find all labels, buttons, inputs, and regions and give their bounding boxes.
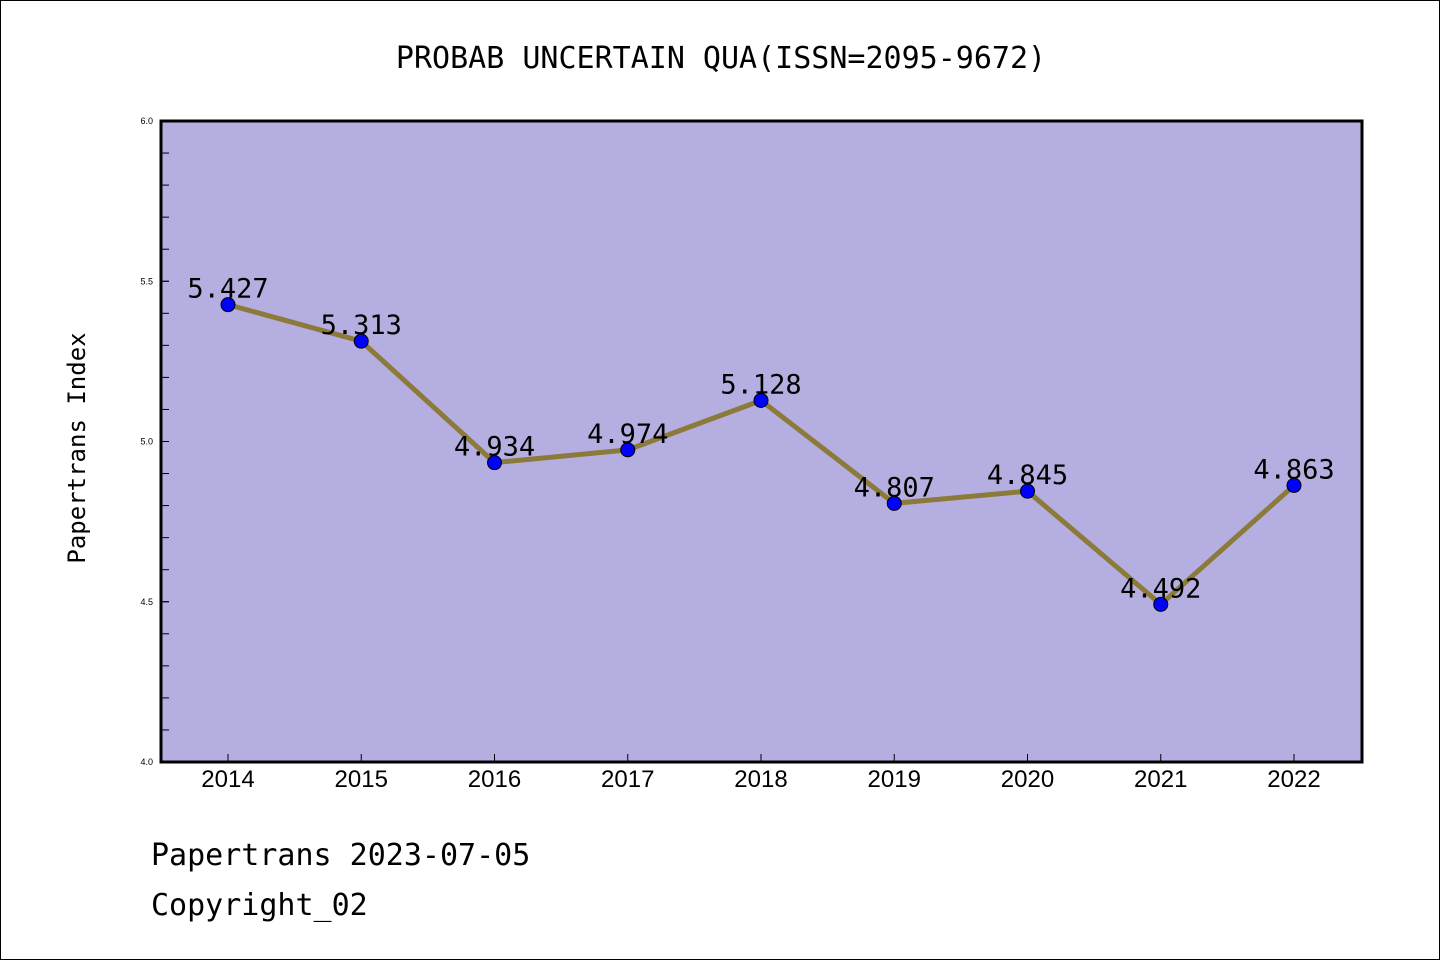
footer-copyright: Copyright_02 xyxy=(151,888,368,923)
y-tick-label: 5.0 xyxy=(140,437,153,447)
data-point-marker xyxy=(487,455,502,471)
data-point-marker xyxy=(620,442,636,458)
y-tick-label: 5.5 xyxy=(140,276,153,286)
x-tick-label: 2022 xyxy=(1267,766,1320,793)
data-point-marker xyxy=(1153,596,1169,612)
x-tick-label: 2015 xyxy=(335,766,388,793)
y-axis-label: Papertrans Index xyxy=(63,332,91,563)
plot-area xyxy=(161,121,1362,762)
x-axis-ticks: 2014 2015 2016 2017 2018 2019 2020 2021 2022 xyxy=(201,754,1321,793)
footer-date: Papertrans 2023-07-05 xyxy=(151,838,530,873)
data-label: 4.845 xyxy=(987,460,1068,491)
y-tick-label: 4.0 xyxy=(140,757,153,767)
chart-title: PROBAB UNCERTAIN QUA(ISSN=2095-9672) xyxy=(396,41,1046,76)
plot-border xyxy=(159,119,1364,764)
data-point-marker xyxy=(753,392,769,408)
data-label: 5.128 xyxy=(720,369,801,400)
data-labels: 5.427 5.313 4.934 4.974 5.128 4.807 4.845 4.492… xyxy=(187,274,1334,605)
x-tick-label: 2017 xyxy=(601,766,654,793)
data-point-marker xyxy=(1286,477,1302,493)
data-markers xyxy=(220,297,1302,612)
data-point-marker xyxy=(1020,483,1035,499)
data-point-marker xyxy=(220,297,236,313)
y-tick-label: 4.5 xyxy=(140,597,153,607)
x-tick-label: 2019 xyxy=(868,766,921,793)
data-label: 4.492 xyxy=(1120,573,1201,604)
x-tick-label: 2014 xyxy=(201,766,254,793)
data-label: 4.974 xyxy=(587,419,668,450)
data-label: 5.427 xyxy=(187,274,268,305)
data-point-marker xyxy=(886,495,902,511)
x-tick-label: 2016 xyxy=(468,766,521,793)
data-label: 4.807 xyxy=(854,472,935,503)
y-tick-label: 6.0 xyxy=(140,116,153,126)
data-label: 4.934 xyxy=(454,432,535,463)
data-label: 4.863 xyxy=(1253,454,1334,485)
x-tick-label: 2020 xyxy=(1001,766,1054,793)
data-label: 5.313 xyxy=(321,310,402,341)
x-tick-label: 2021 xyxy=(1134,766,1187,793)
x-tick-label: 2018 xyxy=(734,766,787,793)
data-point-marker xyxy=(353,333,369,349)
